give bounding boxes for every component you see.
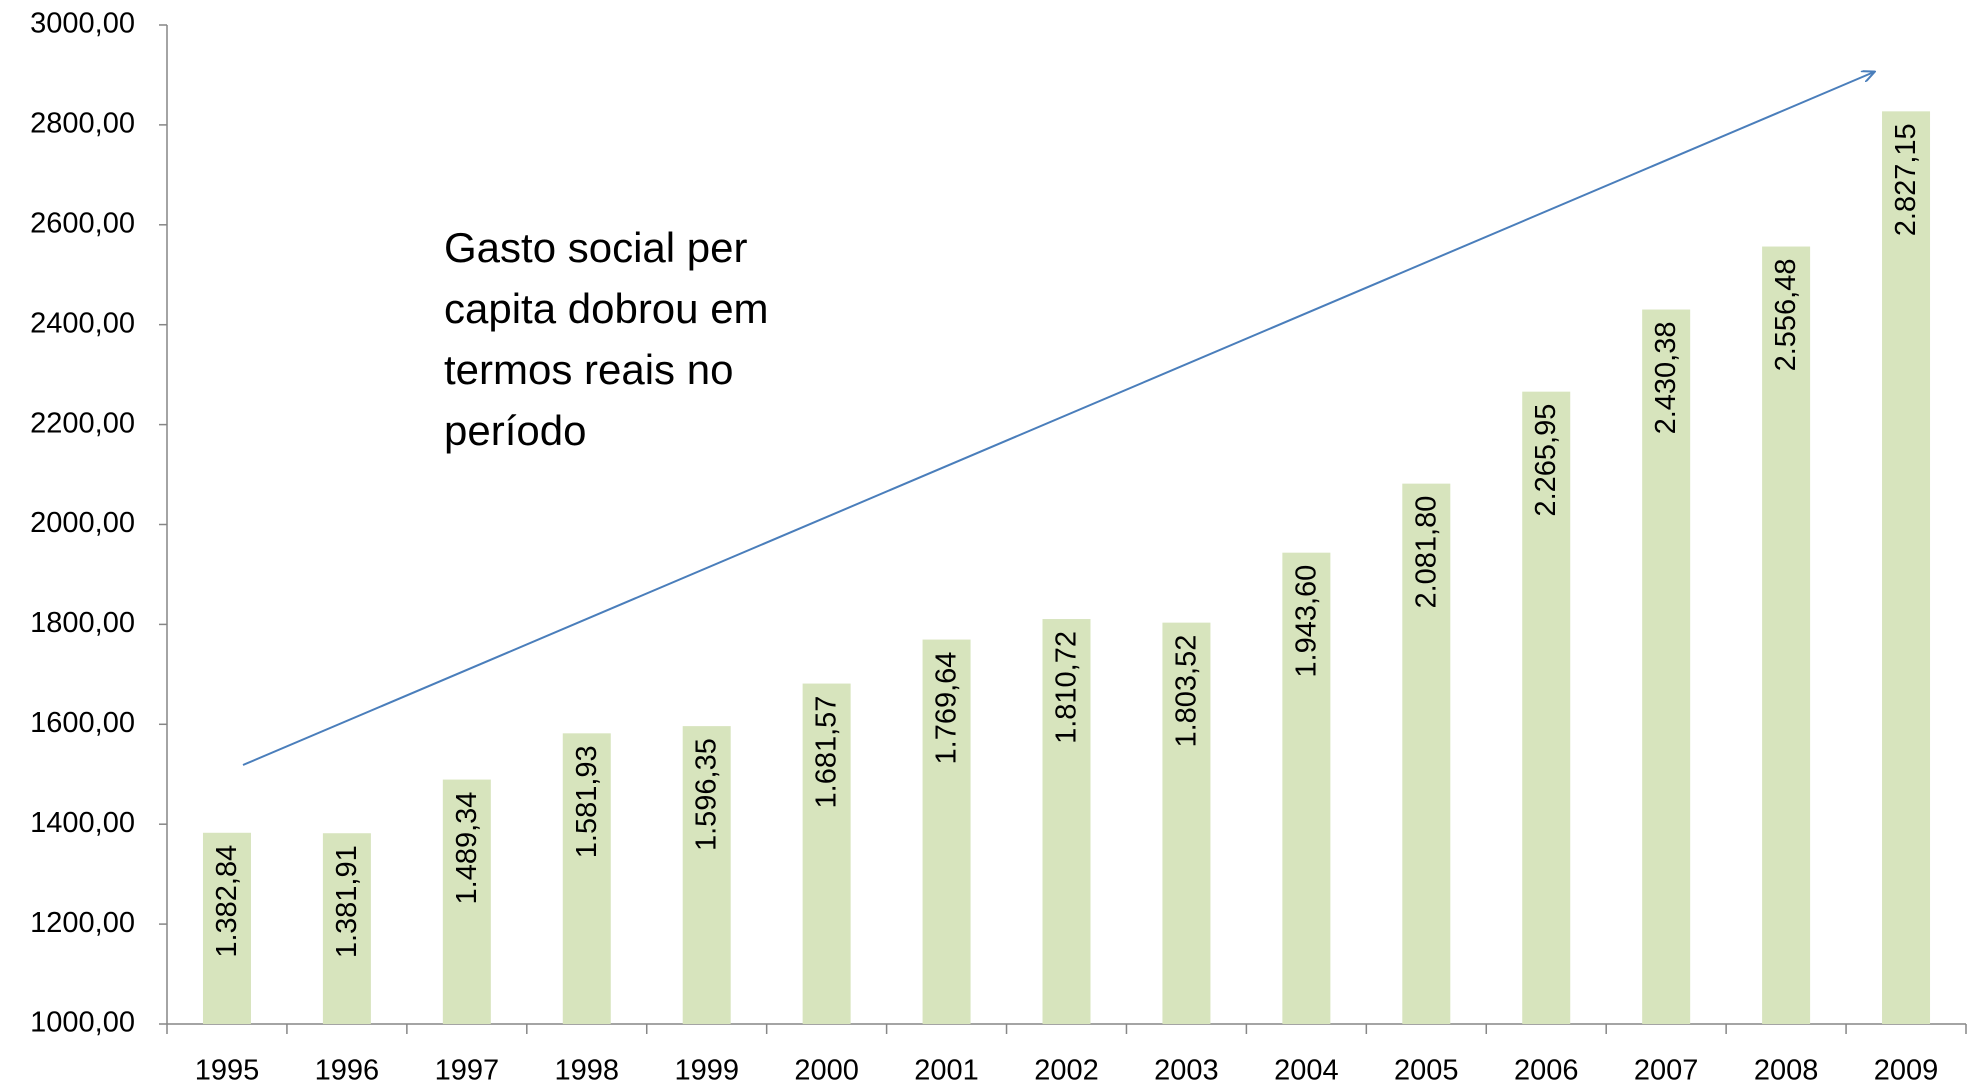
x-tick-label: 1997 [435,1055,500,1086]
value-label: 1.769,64 [931,652,963,765]
y-tick-label: 2200,00 [30,407,135,439]
bar [1882,111,1931,1025]
value-label: 1.381,91 [331,845,363,958]
value-label: 2.265,95 [1530,404,1562,517]
y-tick-label: 1600,00 [30,707,135,739]
bar [1642,309,1691,1025]
x-tick-label: 1999 [674,1055,739,1086]
bar [1402,483,1451,1025]
bar [1762,246,1811,1025]
value-label: 1.581,93 [571,745,603,858]
value-label: 1.489,34 [451,792,483,905]
bar [1522,391,1571,1025]
bar [1282,552,1331,1024]
y-tick-label: 2800,00 [30,108,135,140]
trend-arrow [242,72,1874,766]
bar [682,726,731,1024]
x-tick-label: 1996 [315,1055,380,1086]
x-tick-label: 2002 [1034,1055,1099,1086]
y-tick-label: 1400,00 [30,807,135,839]
bar [922,639,971,1024]
x-tick-label: 2006 [1514,1055,1579,1086]
value-label: 2.430,38 [1650,322,1682,435]
bar [322,833,371,1024]
annotation: termos reais no [444,346,733,393]
value-label: 2.556,48 [1770,259,1802,372]
x-tick-label: 2001 [914,1055,979,1086]
value-label: 1.803,52 [1170,635,1202,748]
bar [442,779,491,1024]
x-tick-label: 2003 [1154,1055,1219,1086]
value-label: 1.382,84 [211,845,243,958]
y-tick-label: 2000,00 [30,507,135,539]
x-tick-label: 2008 [1754,1055,1819,1086]
y-tick-label: 1800,00 [30,607,135,639]
value-label: 2.827,15 [1890,123,1922,236]
annotation: período [444,407,586,454]
bar [1162,622,1211,1024]
x-tick-label: 1998 [555,1055,620,1086]
x-tick-label: 2007 [1634,1055,1699,1086]
value-label: 1.810,72 [1051,631,1083,744]
x-tick-label: 2005 [1394,1055,1459,1086]
y-tick-label: 2400,00 [30,307,135,339]
value-label: 1.596,35 [691,738,723,851]
y-tick-label: 3000,00 [30,8,135,40]
x-tick-label: 2000 [794,1055,859,1086]
annotation: Gasto social per [444,224,747,271]
annotation: capita dobrou em [444,285,769,332]
value-label: 1.943,60 [1290,565,1322,678]
bar [202,832,251,1024]
y-tick-label: 2600,00 [30,207,135,239]
bar [1042,619,1091,1024]
y-tick-label: 1200,00 [30,907,135,939]
y-tick-label: 1000,00 [30,1007,135,1039]
bar [802,683,851,1024]
x-tick-label: 2009 [1874,1055,1939,1086]
x-tick-label: 1995 [195,1055,260,1086]
bar [562,733,611,1024]
x-tick-label: 2004 [1274,1055,1339,1086]
value-label: 1.681,57 [811,696,843,809]
value-label: 2.081,80 [1410,496,1442,609]
